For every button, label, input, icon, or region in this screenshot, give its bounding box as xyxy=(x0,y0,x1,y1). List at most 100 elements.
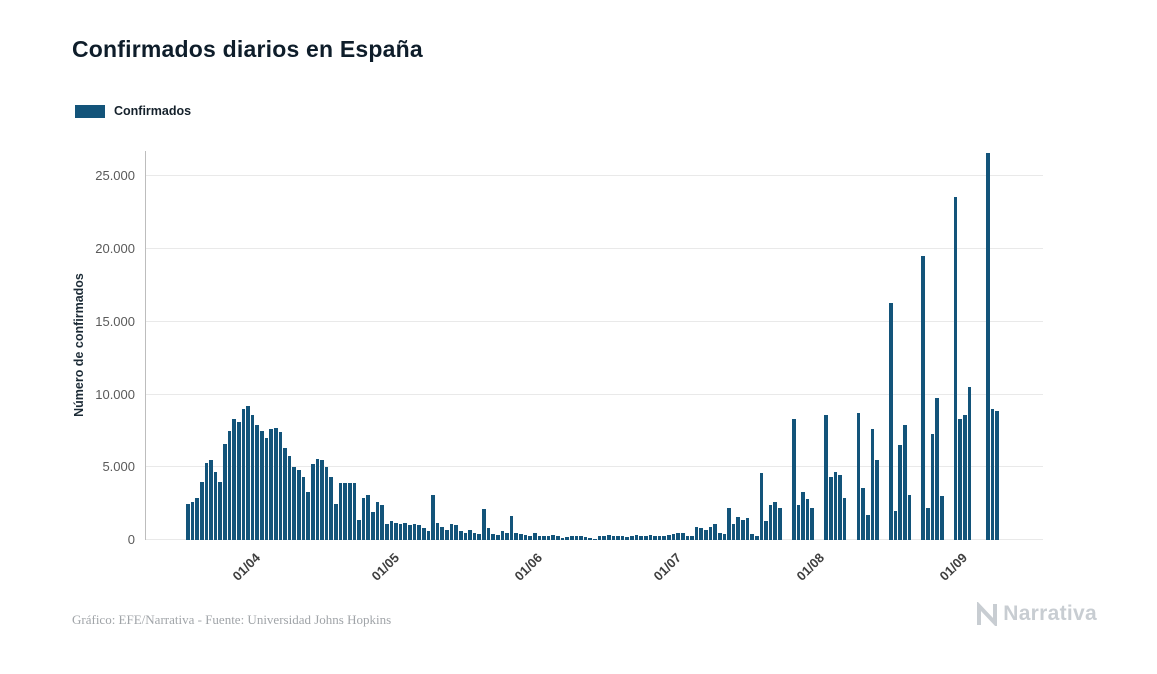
bar xyxy=(616,535,620,540)
bar xyxy=(463,532,468,540)
bar xyxy=(731,524,736,540)
bar xyxy=(865,515,870,540)
bar xyxy=(634,534,639,540)
bar xyxy=(796,505,801,540)
bar xyxy=(505,532,509,540)
bar xyxy=(708,526,713,540)
bar xyxy=(764,521,768,540)
bar xyxy=(514,532,518,540)
bar xyxy=(833,471,838,540)
legend-label: Confirmados xyxy=(114,104,192,118)
bar xyxy=(246,405,250,540)
bar xyxy=(546,535,551,540)
bar xyxy=(745,518,750,540)
gridline xyxy=(146,320,1043,322)
plot-area: 01/04 01/05 01/06 01/07 01/08 01/09 xyxy=(145,151,1043,584)
bar xyxy=(440,526,444,540)
bar xyxy=(736,516,740,540)
bar xyxy=(232,419,236,540)
bar xyxy=(842,497,847,540)
y-tick-label: 20.000 xyxy=(95,241,135,257)
bar xyxy=(791,419,796,540)
bar xyxy=(347,483,352,540)
bar xyxy=(449,524,454,540)
bar xyxy=(902,425,907,540)
bar xyxy=(805,499,810,540)
bar xyxy=(204,462,209,540)
bar xyxy=(472,532,477,540)
bar xyxy=(523,534,528,540)
bar xyxy=(491,534,495,540)
bar xyxy=(713,524,717,540)
bar xyxy=(597,536,602,540)
bar xyxy=(694,526,699,540)
bar xyxy=(477,534,481,540)
bar xyxy=(482,509,486,540)
bar xyxy=(292,467,296,540)
bar-series xyxy=(186,151,999,540)
bar xyxy=(875,460,879,540)
bar xyxy=(329,477,333,540)
bar xyxy=(301,477,306,540)
bar xyxy=(408,525,412,540)
chart-title: Confirmados diarios en España xyxy=(72,36,423,62)
bar xyxy=(190,502,195,540)
bar xyxy=(551,534,555,540)
bar xyxy=(260,430,264,540)
bar xyxy=(486,528,491,540)
bar xyxy=(810,508,814,540)
narrativa-wordmark: Narrativa xyxy=(1003,602,1097,625)
bar xyxy=(421,528,426,540)
bar xyxy=(643,536,648,540)
bar xyxy=(417,525,421,540)
bar xyxy=(412,524,417,540)
bar xyxy=(537,535,542,540)
bar xyxy=(542,536,546,540)
bar xyxy=(458,531,463,540)
bar xyxy=(384,524,389,540)
bar xyxy=(824,414,828,540)
bar xyxy=(754,535,759,540)
bar xyxy=(699,528,703,540)
bar xyxy=(334,503,338,540)
bar xyxy=(343,483,347,540)
bar xyxy=(690,536,694,540)
bar xyxy=(532,532,537,540)
bar xyxy=(528,535,532,540)
bar xyxy=(935,397,939,540)
bar xyxy=(324,467,329,540)
bar xyxy=(953,196,958,540)
bar xyxy=(583,537,588,540)
bar xyxy=(671,534,676,540)
bar xyxy=(801,492,805,540)
bar xyxy=(856,413,861,540)
bar xyxy=(630,535,634,540)
bar xyxy=(380,505,384,540)
bar xyxy=(375,502,380,540)
bar xyxy=(861,487,865,540)
legend-swatch-icon xyxy=(75,104,105,118)
bar xyxy=(371,512,375,540)
bar xyxy=(930,433,935,540)
narrativa-logo: Narrativa xyxy=(975,602,1097,626)
bar xyxy=(926,508,930,540)
bar xyxy=(602,535,606,540)
bar xyxy=(889,302,893,540)
gridline xyxy=(146,393,1043,395)
bar xyxy=(648,534,653,540)
bar xyxy=(838,474,842,540)
bar xyxy=(398,524,403,540)
y-axis-title: Número de confirmados xyxy=(72,273,86,417)
bar xyxy=(569,536,574,540)
bar xyxy=(403,522,407,540)
bar xyxy=(186,503,190,540)
bar xyxy=(435,522,440,540)
bar xyxy=(468,529,472,540)
bar xyxy=(560,537,565,540)
bar xyxy=(828,477,833,540)
bar xyxy=(898,445,902,540)
bar xyxy=(606,534,611,540)
bar xyxy=(236,422,241,540)
bar xyxy=(778,508,782,540)
bar xyxy=(297,470,301,540)
